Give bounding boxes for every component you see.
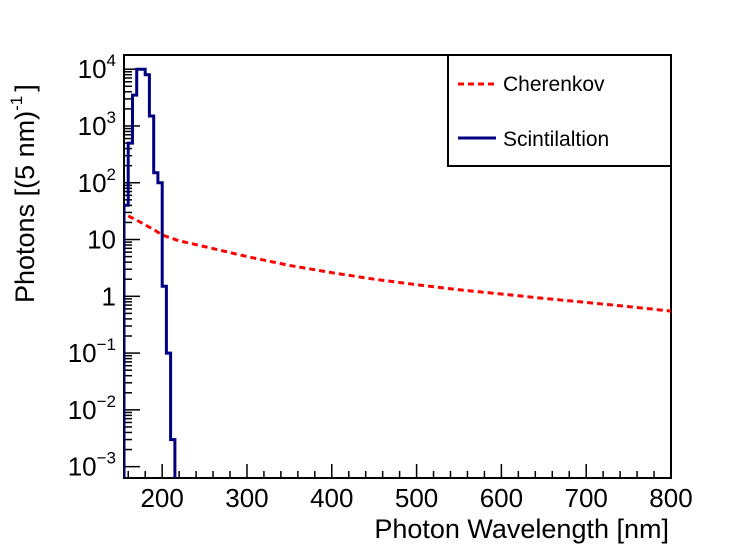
legend-scintillation-label: Scintilaltion [503, 128, 609, 151]
x-tick-label: 700 [564, 483, 607, 513]
svg-text:Photons [(5 nm)-1]: Photons [(5 nm)-1] [7, 84, 40, 303]
x-tick-label: 300 [225, 483, 268, 513]
y-tick-label: 10−2 [68, 392, 116, 425]
x-tick-label: 200 [140, 483, 183, 513]
series-cherenkov-line [127, 214, 671, 313]
y-axis-title: Photons [(5 nm)-1] [7, 84, 40, 303]
y-tick-label: 104 [78, 51, 116, 84]
x-tick-label: 600 [480, 483, 523, 513]
y-tick-label: 10−3 [68, 449, 116, 482]
y-tick-label: 10 [87, 225, 116, 255]
y-axis: 10−3 10−2 10−1 1 10 102 103 104 [68, 51, 140, 482]
y-tick-label: 1 [102, 281, 116, 311]
y-axis-title-main: Photons [(5 nm) [10, 111, 40, 303]
series-scintillation-histogram [124, 67, 185, 478]
series-layer [124, 67, 671, 478]
x-tick-label: 800 [649, 483, 692, 513]
legend-cherenkov-label: Cherenkov [503, 73, 605, 96]
legend: Cherenkov Scintilaltion [447, 54, 672, 167]
x-tick-label: 500 [395, 483, 438, 513]
x-axis: 200 300 400 500 600 700 800 [127, 464, 693, 513]
x-tick-label: 400 [310, 483, 353, 513]
x-axis-title: Photon Wavelength [nm] [374, 514, 669, 544]
y-tick-label: 103 [78, 108, 116, 141]
y-tick-label: 102 [78, 165, 116, 198]
y-axis-title-exp: -1 [7, 96, 26, 111]
y-axis-title-close: ] [10, 84, 40, 92]
y-tick-label: 10−1 [68, 335, 116, 368]
legend-box [447, 54, 672, 167]
